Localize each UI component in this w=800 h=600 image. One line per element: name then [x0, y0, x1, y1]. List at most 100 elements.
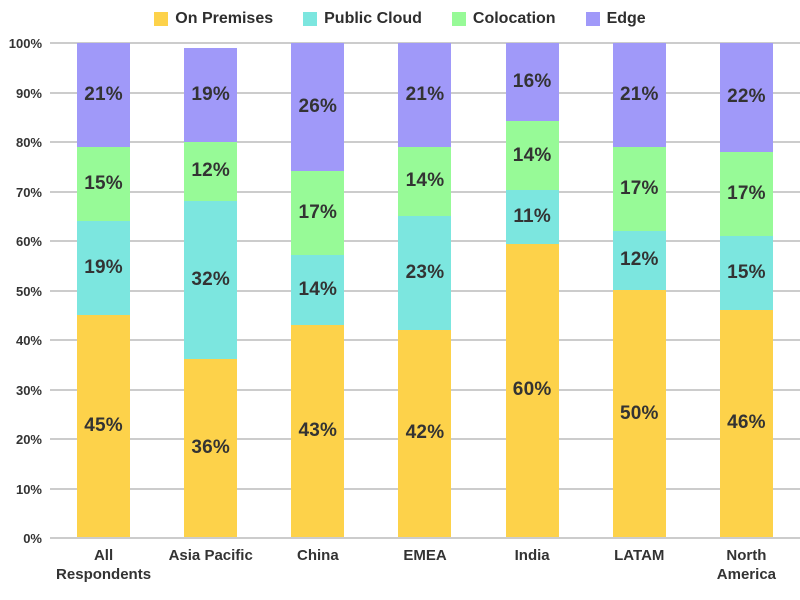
bar-columns: 45% 19% 15% 21% 36% 32% 12% 19% 43% 14% 17% 26% 42% 2…: [50, 43, 800, 537]
segment-value-label: 11%: [513, 205, 551, 227]
stacked-bar-india: 60% 11% 14% 16%: [505, 43, 559, 537]
bar-segment-public-cloud: 32%: [184, 201, 238, 360]
stacked-bar-china: 43% 14% 17% 26%: [291, 43, 345, 537]
x-axis-category-label-asia-pacific: Asia Pacific: [157, 547, 264, 585]
y-axis-tick-label: 100%: [8, 36, 42, 51]
x-axis-category-label-china: China: [264, 547, 371, 585]
legend-swatch-on-premises: [154, 12, 169, 26]
legend-swatch-edge: [585, 12, 600, 26]
bar-segment-on-premises: 50%: [612, 290, 666, 537]
bar-column-asia-pacific: 36% 32% 12% 19%: [157, 43, 264, 537]
chart-legend: On Premises Public Cloud Colocation Edge: [0, 10, 800, 28]
legend-swatch-colocation: [451, 12, 466, 26]
bar-segment-on-premises: 46%: [719, 309, 773, 537]
y-axis-tick-label: 80%: [15, 135, 42, 150]
y-axis-tick-label: 10%: [15, 481, 42, 497]
bar-column-north-america: 46% 15% 17% 22%: [693, 43, 800, 537]
legend-label: On Premises: [175, 10, 274, 27]
segment-value-label: 12%: [619, 249, 659, 271]
segment-value-label: 12%: [191, 160, 231, 182]
segment-value-label: 17%: [619, 177, 659, 199]
segment-value-label: 60%: [512, 379, 552, 401]
bar-segment-on-premises: 60%: [505, 243, 559, 537]
gridline: [50, 537, 800, 539]
segment-value-label: 36%: [191, 437, 231, 459]
bar-segment-colocation: 14%: [398, 146, 452, 216]
x-axis-category-label-all-respondents: All Respondents: [50, 547, 157, 585]
bar-segment-on-premises: 42%: [398, 329, 452, 537]
y-axis-tick-label: 20%: [15, 432, 42, 447]
bar-column-latam: 50% 12% 17% 21%: [586, 43, 693, 537]
bar-column-emea: 42% 23% 14% 21%: [371, 43, 478, 537]
bar-segment-colocation: 15%: [77, 146, 131, 221]
bar-segment-colocation: 17%: [719, 151, 773, 236]
x-axis-labels: All Respondents Asia Pacific China EMEA Indi…: [50, 547, 800, 585]
segment-value-label: 42%: [405, 422, 445, 444]
segment-value-label: 45%: [84, 414, 123, 436]
bar-segment-colocation: 12%: [184, 141, 238, 202]
category-label-text: China: [297, 547, 339, 564]
y-axis-tick-label: 60%: [15, 234, 42, 249]
stacked-bar-all-respondents: 45% 19% 15% 21%: [77, 43, 131, 537]
segment-value-label: 16%: [512, 71, 552, 93]
bar-segment-public-cloud: 11%: [505, 189, 559, 244]
segment-value-label: 15%: [727, 261, 766, 283]
bar-segment-edge: 16%: [505, 43, 559, 122]
category-label-text: North America: [716, 547, 776, 583]
bar-segment-edge: 21%: [398, 43, 452, 147]
category-label-text: All Respondents: [56, 547, 152, 583]
bar-segment-colocation: 17%: [612, 146, 666, 231]
category-label-text: Asia Pacific: [168, 547, 253, 564]
x-axis-category-label-emea: EMEA: [371, 547, 478, 585]
segment-value-label: 17%: [727, 182, 766, 204]
segment-value-label: 43%: [298, 419, 338, 441]
bar-segment-edge: 26%: [291, 43, 345, 172]
stacked-bar-emea: 42% 23% 14% 21%: [398, 43, 452, 537]
bar-column-india: 60% 11% 14% 16%: [479, 43, 586, 537]
segment-value-label: 23%: [405, 261, 445, 283]
y-axis-tick-label: 90%: [15, 85, 42, 101]
legend-item-public-cloud: Public Cloud: [303, 10, 422, 28]
bar-segment-edge: 21%: [77, 43, 131, 147]
bar-column-all-respondents: 45% 19% 15% 21%: [50, 43, 157, 537]
legend-label: Edge: [606, 10, 646, 27]
bar-segment-colocation: 17%: [291, 171, 345, 256]
category-label-text: LATAM: [614, 547, 665, 564]
category-label-text: India: [514, 547, 550, 564]
legend-item-edge: Edge: [585, 10, 646, 28]
x-axis-category-label-latam: LATAM: [586, 547, 693, 585]
category-label-text: EMEA: [403, 547, 447, 564]
segment-value-label: 32%: [191, 269, 231, 291]
bar-segment-edge: 19%: [184, 47, 238, 142]
segment-value-label: 14%: [298, 279, 338, 300]
legend-label: Public Cloud: [324, 10, 422, 27]
y-axis-tick-label: 50%: [15, 283, 42, 299]
segment-value-label: 19%: [84, 256, 123, 278]
legend-item-on-premises: On Premises: [154, 10, 273, 28]
segment-value-label: 21%: [619, 83, 659, 105]
segment-value-label: 15%: [84, 172, 123, 194]
y-axis-tick-label: 40%: [15, 333, 42, 348]
stacked-bar-north-america: 46% 15% 17% 22%: [719, 43, 773, 537]
bar-segment-public-cloud: 23%: [398, 215, 452, 330]
plot-area: 0% 10% 20% 30% 40% 50% 60% 70% 80% 90% 100% 45% 19% 1…: [0, 36, 800, 546]
x-axis-category-label-india: India: [479, 547, 586, 585]
legend-swatch-public-cloud: [303, 12, 318, 26]
x-axis-category-label-north-america: North America: [693, 547, 800, 585]
bar-column-china: 43% 14% 17% 26%: [264, 43, 371, 537]
bar-segment-on-premises: 45%: [77, 314, 131, 537]
bar-segment-edge: 22%: [719, 43, 773, 152]
bar-segment-on-premises: 43%: [291, 324, 345, 537]
legend-item-colocation: Colocation: [451, 10, 556, 28]
segment-value-label: 21%: [84, 83, 123, 105]
segment-value-label: 14%: [512, 144, 552, 166]
segment-value-label: 22%: [727, 86, 766, 108]
y-axis-tick-label: 30%: [15, 382, 42, 398]
segment-value-label: 26%: [298, 96, 338, 118]
segment-value-label: 50%: [619, 402, 659, 424]
bar-segment-public-cloud: 14%: [291, 255, 345, 325]
y-axis-tick-label: 70%: [15, 184, 42, 200]
segment-value-label: 14%: [405, 170, 445, 192]
bar-segment-colocation: 14%: [505, 121, 559, 190]
